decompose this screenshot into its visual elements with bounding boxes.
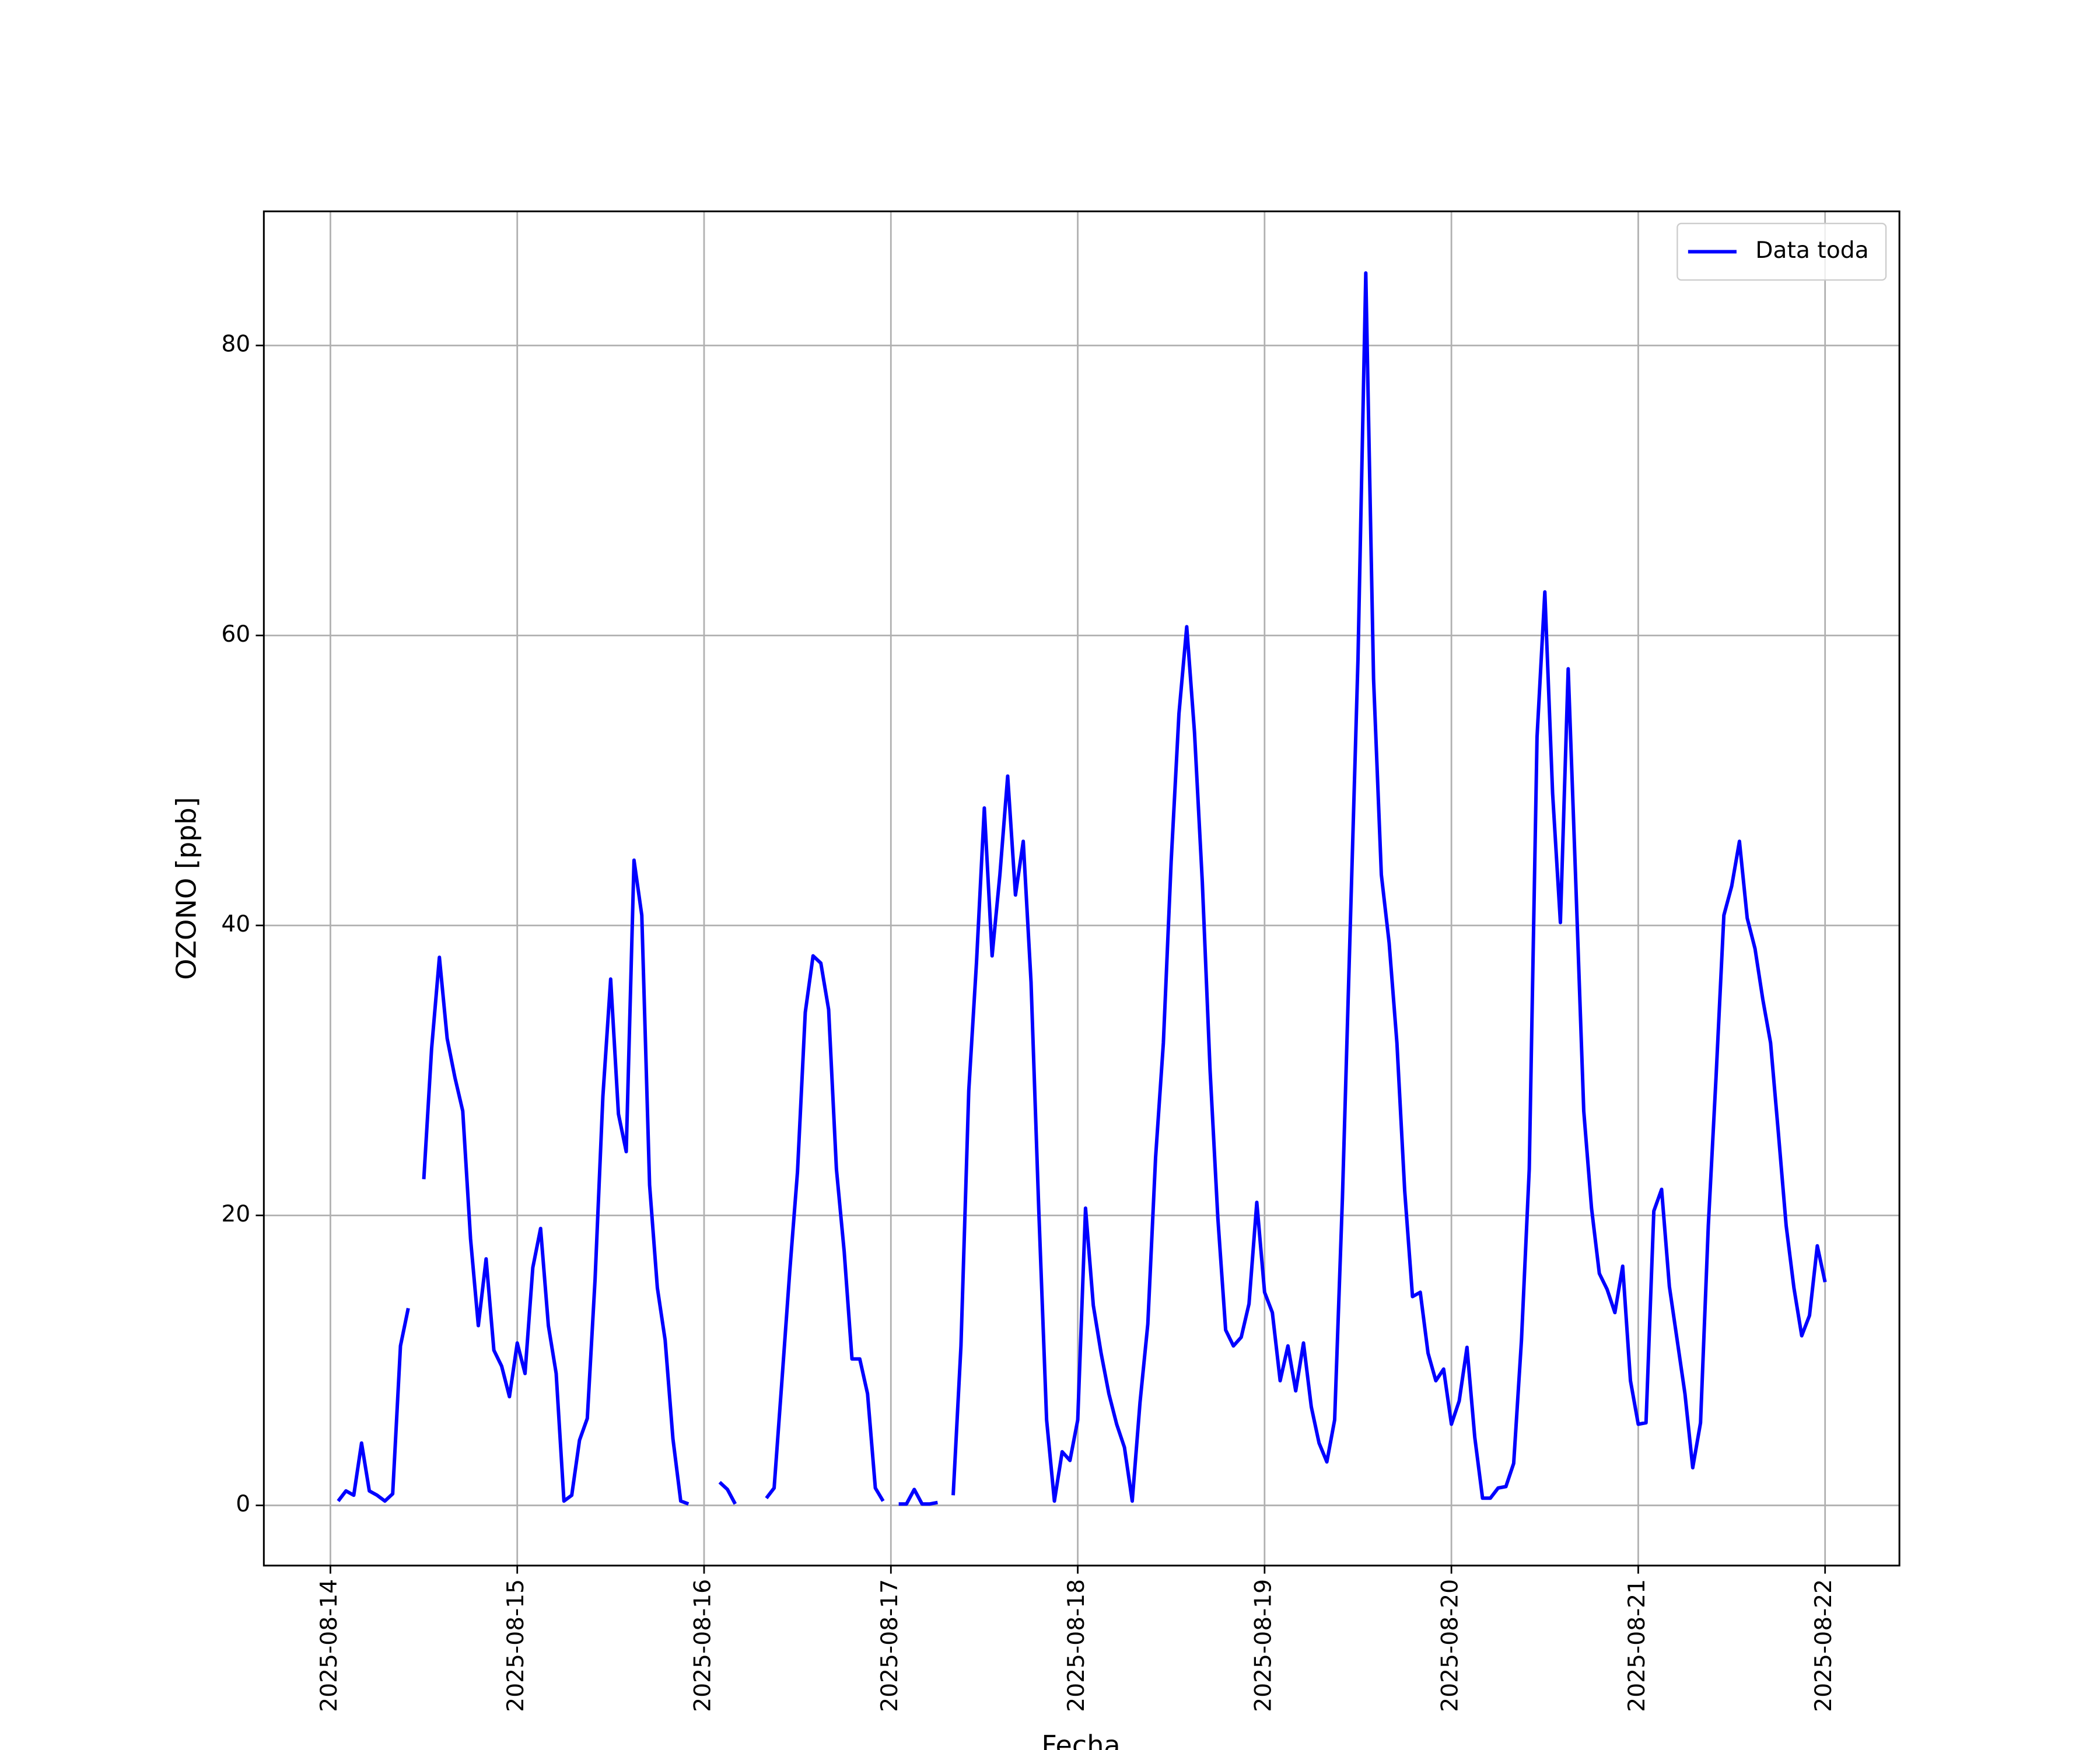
data-line — [337, 1308, 410, 1503]
axes-frame — [262, 210, 1901, 1567]
y-tick-label: 60 — [221, 621, 250, 648]
y-tick-label: 80 — [221, 331, 250, 358]
grid — [264, 211, 1900, 1566]
data-line — [898, 1488, 938, 1506]
x-tick-label: 2025-08-17 — [877, 1579, 903, 1712]
x-tick-label: 2025-08-15 — [503, 1579, 529, 1712]
x-tick-label: 2025-08-22 — [1811, 1579, 1837, 1712]
data-line — [422, 858, 690, 1506]
y-tick-label: 40 — [221, 911, 250, 937]
legend-label: Data toda — [1755, 237, 1868, 264]
x-tick-label: 2025-08-14 — [316, 1579, 342, 1712]
legend-box — [1676, 222, 1887, 281]
data-line — [718, 1480, 737, 1505]
data-line — [951, 271, 1827, 1503]
y-tick-label: 20 — [221, 1201, 250, 1227]
y-axis-label: OZONO [ppb] — [171, 797, 202, 980]
y-tick-label: 0 — [236, 1491, 250, 1517]
x-tick-label: 2025-08-18 — [1063, 1579, 1090, 1712]
legend: Data toda — [1676, 222, 1887, 281]
x-tick-label: 2025-08-20 — [1437, 1579, 1464, 1712]
data-line — [765, 954, 885, 1502]
x-axis-label: Fecha — [1041, 1730, 1120, 1750]
x-tick-label: 2025-08-16 — [690, 1579, 716, 1712]
plot-area — [337, 271, 1827, 1506]
x-tick-label: 2025-08-21 — [1624, 1579, 1650, 1712]
x-tick-label: 2025-08-19 — [1250, 1579, 1276, 1712]
